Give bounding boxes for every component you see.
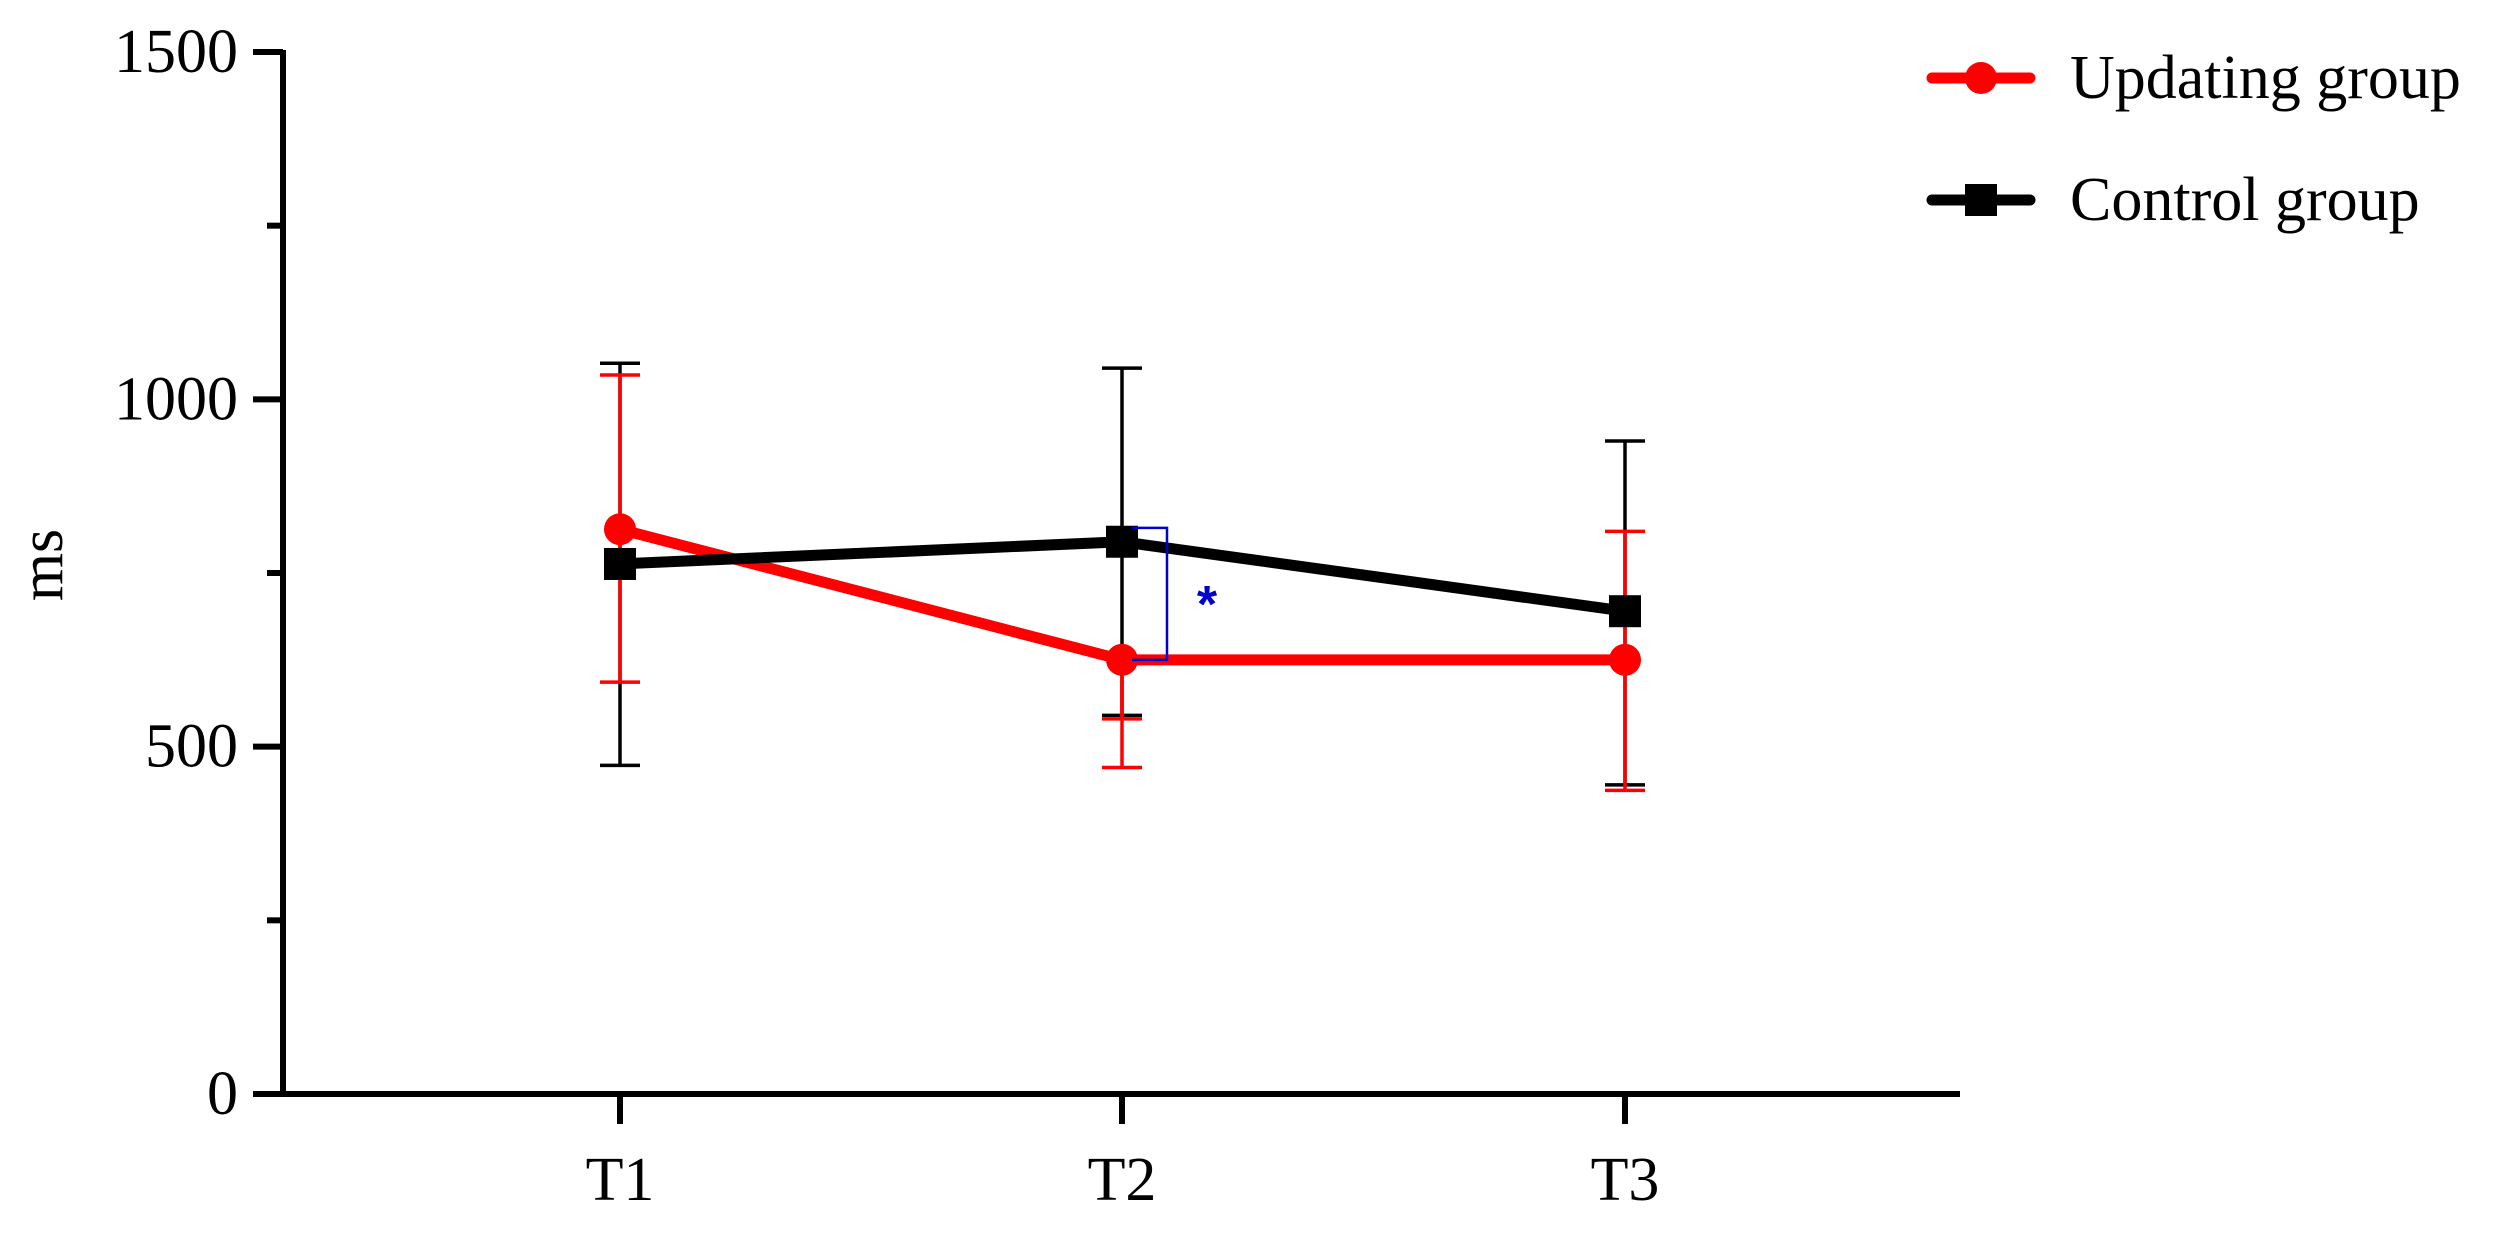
axes: 0 500 1000 1500 ms T1 T2 T3: [8, 18, 1960, 1214]
x-tick-label: T1: [586, 1146, 655, 1214]
significance-asterisk: *: [1197, 576, 1218, 634]
annotations: *: [1132, 526, 1218, 662]
legend-marker-circle: [1965, 62, 1997, 94]
legend-label: Control group: [2070, 166, 2420, 234]
significance-bracket: [1132, 526, 1169, 662]
y-axis-title: ms: [8, 529, 76, 601]
x-tick-label: T2: [1088, 1146, 1157, 1214]
series-markers: [604, 513, 1641, 676]
y-tick-label: 500: [145, 713, 238, 781]
data-point-control: [604, 547, 636, 580]
error-bars: [600, 361, 1645, 793]
y-tick-label: 1000: [114, 365, 238, 433]
data-point-control: [1609, 595, 1641, 628]
legend: Updating group Control group: [1926, 44, 2461, 234]
data-point-updating: [604, 513, 636, 546]
y-tick-label: 0: [207, 1060, 238, 1128]
y-tick-label: 1500: [114, 18, 238, 86]
data-point-updating: [1609, 643, 1641, 676]
x-tick-label: T3: [1591, 1146, 1660, 1214]
legend-label: Updating group: [2070, 44, 2461, 112]
data-point-updating: [1106, 643, 1138, 676]
data-point-control: [1106, 525, 1138, 558]
legend-marker-square: [1965, 184, 1997, 216]
